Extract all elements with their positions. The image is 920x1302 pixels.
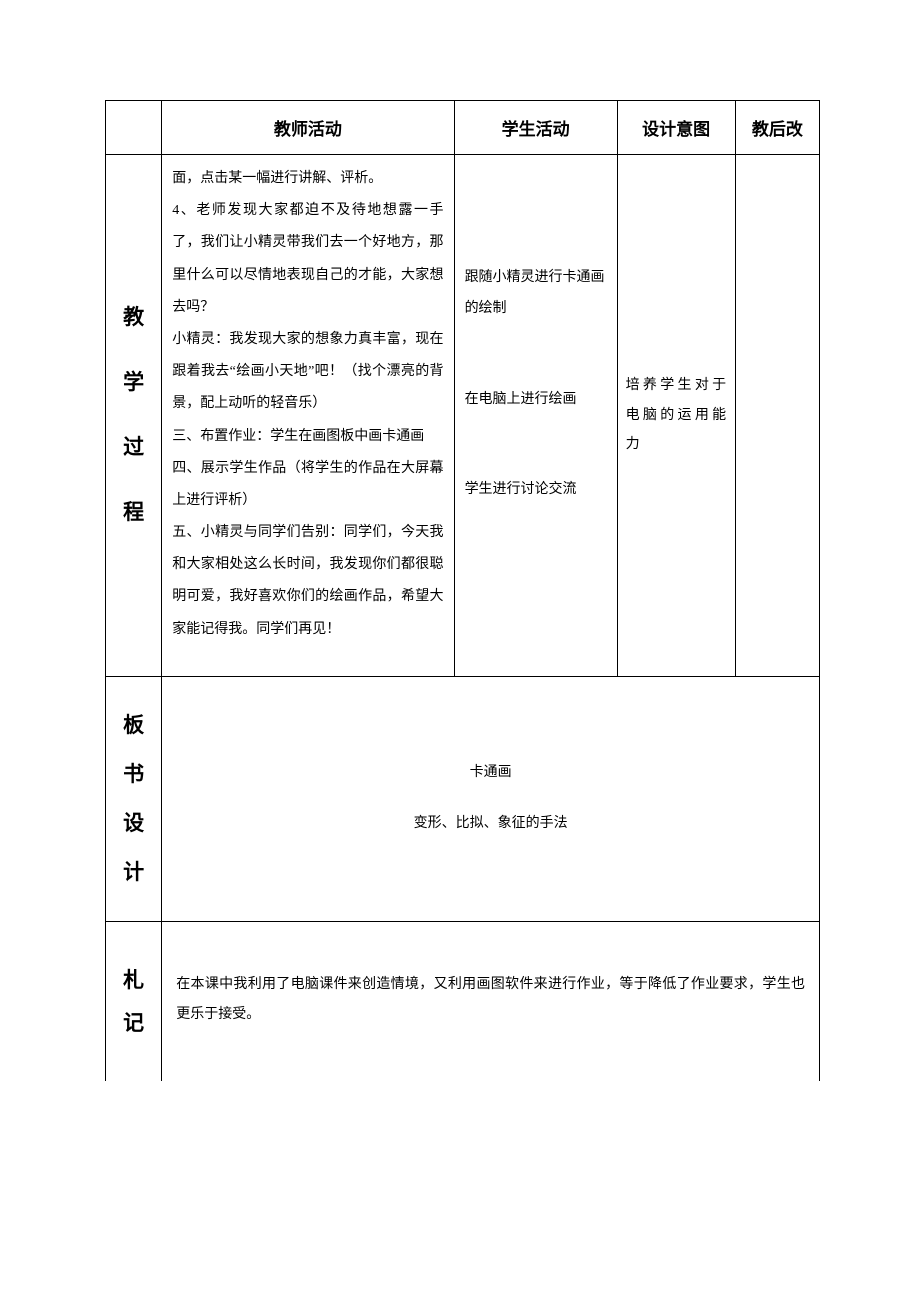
notes-row: 札 记 在本课中我利用了电脑课件来创造情境，又利用画图软件来进行作业，等于降低了…: [106, 921, 820, 1081]
student-activity-cell: 跟随小精灵进行卡通画的绘制 在电脑上进行绘画 学生进行讨论交流: [454, 155, 617, 677]
header-blank: [106, 101, 162, 155]
header-teacher: 教师活动: [162, 101, 454, 155]
intent-text: 培养学生对于电脑的运用能力: [626, 371, 727, 459]
header-row: 教师活动 学生活动 设计意图 教后改: [106, 101, 820, 155]
process-char-2: 学: [123, 372, 144, 393]
process-char-3: 过: [123, 437, 144, 458]
board-line-1: 卡通画: [172, 762, 809, 784]
notes-text: 在本课中我利用了电脑课件来创造情境，又利用画图软件来进行作业，等于降低了作业要求…: [176, 970, 805, 1029]
lesson-plan-table: 教师活动 学生活动 设计意图 教后改 教 学 过 程 面，点击某一幅进行讲解、评…: [105, 100, 820, 1081]
process-char-1: 教: [123, 307, 144, 328]
teacher-activity-text: 面，点击某一幅进行讲解、评析。 4、老师发现大家都迫不及待地想露一手了，我们让小…: [172, 163, 443, 646]
header-after: 教后改: [735, 101, 819, 155]
board-char-3: 设: [123, 813, 144, 834]
header-student: 学生活动: [454, 101, 617, 155]
student-block-3: 学生进行讨论交流: [465, 475, 607, 506]
notes-char-1: 札: [123, 970, 144, 991]
student-block-1: 跟随小精灵进行卡通画的绘制: [465, 263, 607, 325]
student-block-2: 在电脑上进行绘画: [465, 385, 607, 416]
notes-label: 札 记: [106, 921, 162, 1081]
board-char-2: 书: [123, 764, 144, 785]
process-char-4: 程: [123, 502, 144, 523]
board-char-1: 板: [123, 715, 144, 736]
header-intent: 设计意图: [617, 101, 735, 155]
after-cell-1: [735, 155, 819, 677]
board-char-4: 计: [123, 862, 144, 883]
teacher-activity-cell: 面，点击某一幅进行讲解、评析。 4、老师发现大家都迫不及待地想露一手了，我们让小…: [162, 155, 454, 677]
intent-cell: 培养学生对于电脑的运用能力: [617, 155, 735, 677]
board-row: 板 书 设 计 卡通画 变形、比拟、象征的手法: [106, 676, 820, 921]
process-row: 教 学 过 程 面，点击某一幅进行讲解、评析。 4、老师发现大家都迫不及待地想露…: [106, 155, 820, 677]
notes-cell: 在本课中我利用了电脑课件来创造情境，又利用画图软件来进行作业，等于降低了作业要求…: [162, 921, 820, 1081]
process-label: 教 学 过 程: [106, 155, 162, 677]
board-label: 板 书 设 计: [106, 676, 162, 921]
notes-char-2: 记: [123, 1013, 144, 1034]
board-line-2: 变形、比拟、象征的手法: [172, 813, 809, 835]
board-design-cell: 卡通画 变形、比拟、象征的手法: [162, 676, 820, 921]
